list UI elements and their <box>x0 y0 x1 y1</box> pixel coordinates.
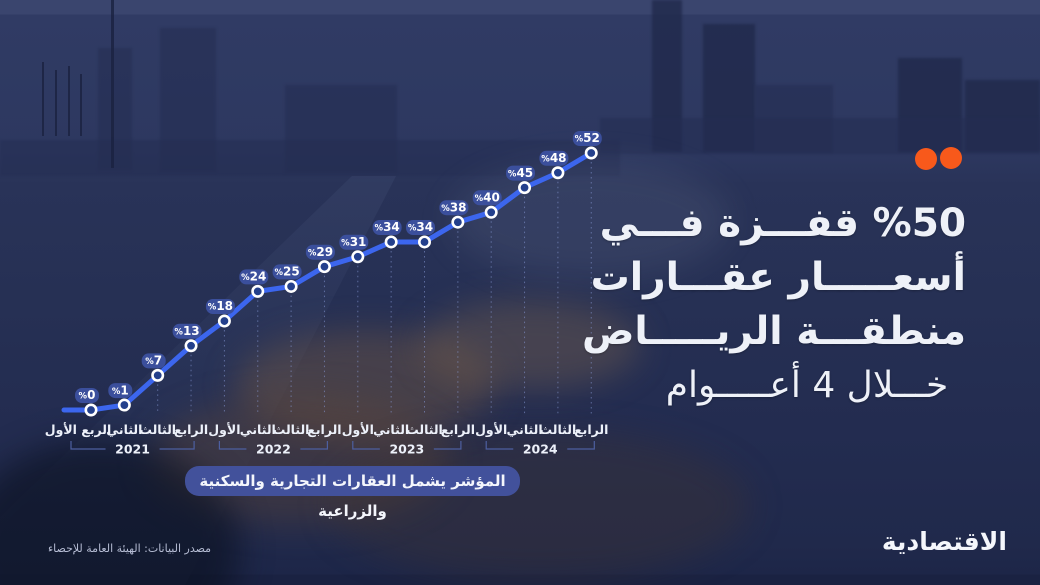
quarter-label: الرابع <box>307 422 341 437</box>
data-point-marker <box>184 339 198 353</box>
value-badge <box>305 244 335 260</box>
price-index-chart: %0 %1 %7 %13 %18 %24 %25 %29 %31 %34 %34 %38 %40 %45%… <box>45 131 608 457</box>
light-pole <box>111 0 114 168</box>
value-badge <box>272 264 302 280</box>
mast <box>68 66 70 136</box>
value-badge-text: %48 <box>541 151 566 165</box>
quarter-label: الثاني <box>106 422 142 437</box>
value-badge <box>406 220 435 235</box>
mast <box>80 74 82 136</box>
value-badge <box>472 190 502 206</box>
mast <box>55 70 57 136</box>
data-point-marker <box>151 368 165 382</box>
year-label: 2023 <box>389 442 424 457</box>
quarter-label: الأول <box>208 422 240 437</box>
data-point-marker <box>351 250 365 264</box>
value-badge <box>239 269 269 285</box>
headline-line-3: منطقـــة الريـــــاض <box>581 309 966 354</box>
value-badge-text: %34 <box>408 220 433 234</box>
quarter-label: الثالث <box>139 422 176 437</box>
year-label: 2024 <box>523 442 558 457</box>
quarter-label: الثالث <box>540 422 577 437</box>
quarter-label: الثاني <box>506 422 542 437</box>
value-badge <box>108 383 133 399</box>
quarter-label: الأول <box>475 422 507 437</box>
data-point-marker <box>484 205 498 219</box>
value-badge-text: %25 <box>274 265 299 279</box>
footnote-badge: المؤشر يشمل العقارات التجارية والسكنية و… <box>185 466 520 520</box>
value-badge <box>439 200 469 216</box>
value-badge <box>572 131 602 146</box>
value-badge-text: %29 <box>308 245 333 259</box>
year-bracket <box>70 441 195 450</box>
quarter-label: الثاني <box>373 422 409 437</box>
headline-line-2: أسعـــــار عقـــارات <box>590 255 966 300</box>
horizon-glow <box>450 160 730 280</box>
data-point-marker <box>518 181 532 195</box>
data-point-marker <box>251 284 265 298</box>
sand-dune <box>330 430 750 580</box>
value-badge <box>506 165 535 181</box>
sand-dune <box>420 300 640 390</box>
data-point-marker <box>117 398 131 412</box>
data-point-marker <box>451 215 465 229</box>
data-point-marker <box>551 166 565 180</box>
accent-dot <box>915 148 937 170</box>
data-point-marker <box>584 146 598 160</box>
data-source-note: مصدر البيانات: الهيئة العامة للإحصاء <box>48 542 212 555</box>
quarter-label: الرابع <box>441 422 475 437</box>
accent-dot <box>940 147 962 169</box>
value-badge-text: %1 <box>112 383 129 397</box>
value-badge-text: %31 <box>341 235 366 249</box>
headline: %50 قفـــزة فـــي أسعـــــار عقـــارات م… <box>581 197 966 413</box>
headline-line-4: خـــلال 4 أعـــــوام <box>665 365 949 406</box>
value-badge-text: %18 <box>208 299 233 313</box>
quarter-label: الرابع <box>574 422 608 437</box>
mast <box>42 62 44 136</box>
value-badge-text: %45 <box>508 166 533 180</box>
value-badge <box>339 234 369 250</box>
data-point-marker <box>384 235 398 249</box>
value-badge-text: %7 <box>145 354 162 368</box>
value-badge <box>141 353 166 369</box>
data-point-marker <box>317 260 331 274</box>
quarter-label: الثاني <box>240 422 276 437</box>
year-label: 2022 <box>256 442 291 457</box>
value-badge-text: %13 <box>174 324 199 338</box>
value-badge <box>539 150 569 166</box>
data-point-marker <box>417 235 431 249</box>
data-point-marker <box>217 314 231 328</box>
value-badge <box>172 323 202 339</box>
quarter-label: الربع الأول <box>45 422 112 437</box>
year-bracket <box>485 441 595 450</box>
value-badge <box>205 299 235 314</box>
value-badge-text: %40 <box>475 191 500 205</box>
quarter-label: الثالث <box>273 422 310 437</box>
quarter-label: الأول <box>342 422 374 437</box>
year-bracket <box>352 441 462 450</box>
quarter-label: الثالث <box>406 422 443 437</box>
quarter-label: الرابع <box>174 422 208 437</box>
value-badge <box>372 220 402 235</box>
value-badge <box>75 388 99 403</box>
value-badge-text: %38 <box>441 200 466 214</box>
year-label: 2021 <box>115 442 150 457</box>
year-bracket <box>218 441 328 450</box>
sand-dune <box>235 330 495 440</box>
headline-line-1: %50 قفـــزة فـــي <box>599 201 966 246</box>
value-badge-text: %34 <box>375 220 400 234</box>
skyline-strip <box>600 118 1040 154</box>
publisher-logo: الاقتصادية <box>881 527 1007 556</box>
value-badge-text: %0 <box>79 388 96 402</box>
data-point-marker <box>84 403 98 417</box>
data-point-marker <box>284 279 298 293</box>
value-badge-text: %52 <box>575 131 600 145</box>
price-line <box>61 150 594 413</box>
value-badge-text: %24 <box>241 270 266 284</box>
